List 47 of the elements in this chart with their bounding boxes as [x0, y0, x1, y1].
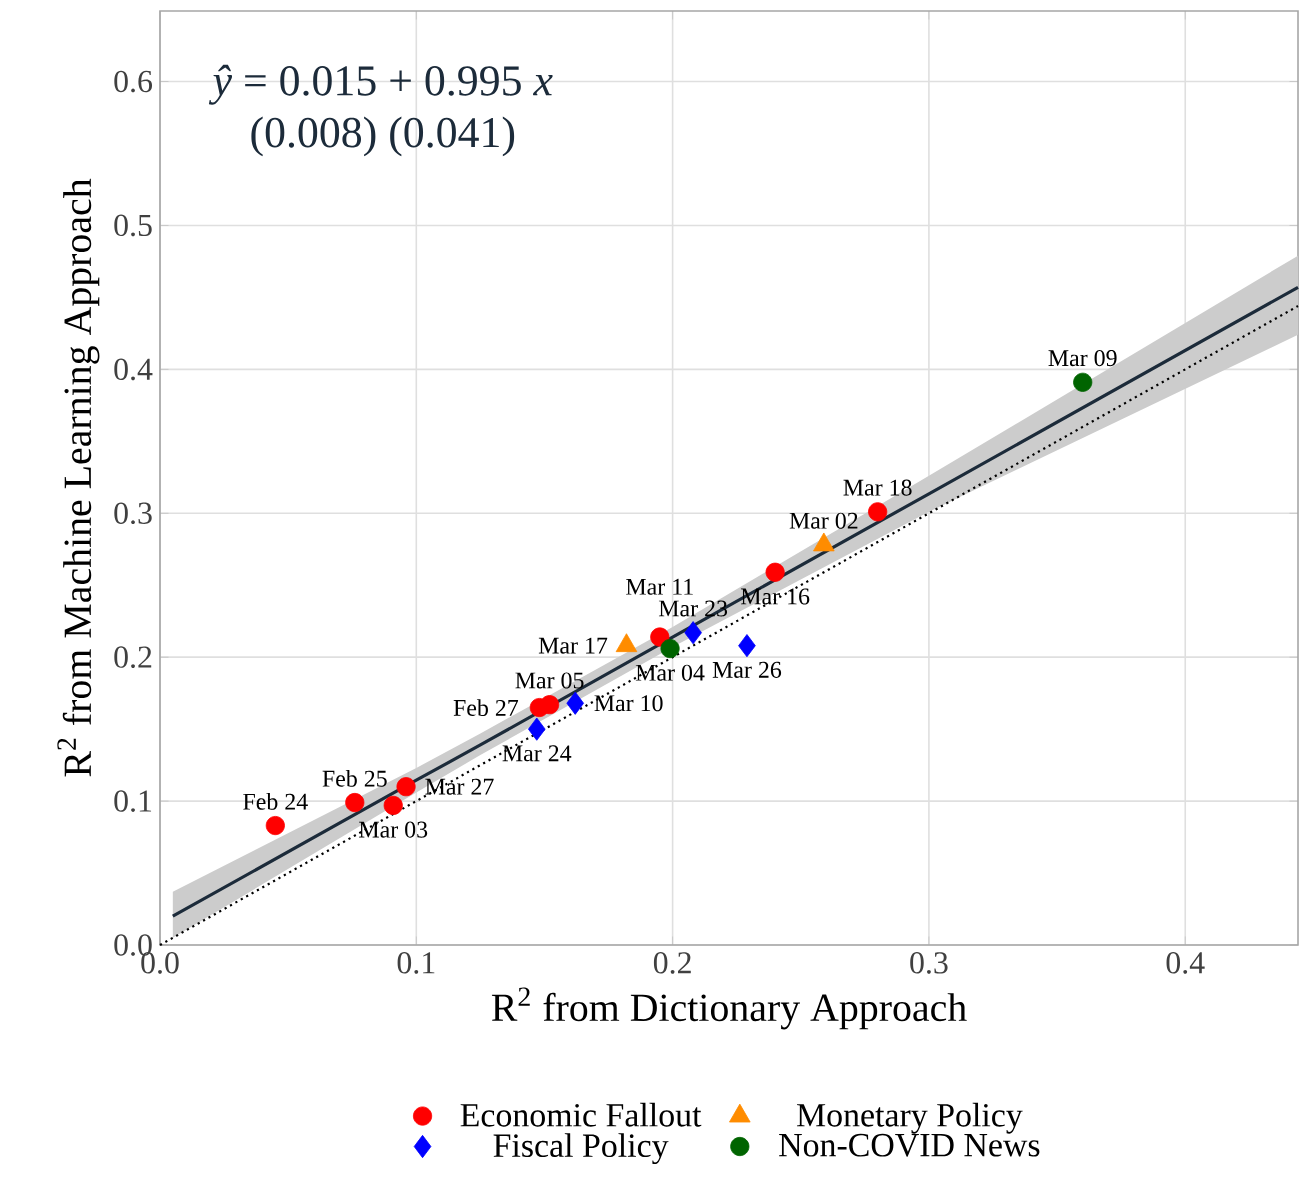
x-tick-label: 0.3 [910, 952, 948, 974]
annotation: Mar 09 [1048, 350, 1117, 367]
annotation: Mar 02 [789, 512, 858, 529]
point [738, 634, 756, 658]
annotation: Mar 26 [712, 661, 782, 678]
y-tick-label: 0.4 [114, 358, 153, 381]
annotation: Mar 05 [515, 672, 584, 689]
x-tick-label: 0.2 [653, 952, 691, 974]
point [1073, 372, 1093, 392]
annotation: ŷ = 0.015 + 0.995 x [208, 64, 553, 105]
annotation: Feb 27 [453, 699, 519, 716]
y-tick-label: 0.2 [114, 646, 152, 668]
legend-label: Monetary Policy [796, 1102, 1023, 1134]
legend-label: Non-COVID News [779, 1133, 1040, 1157]
y-tick-label: 0.1 [114, 790, 152, 812]
annotation: Mar 03 [359, 821, 428, 838]
y-tick-label: 0.3 [114, 502, 152, 525]
point [684, 621, 702, 645]
point [265, 815, 285, 836]
annotation: Mar 11 [626, 578, 693, 595]
point [540, 695, 560, 715]
point [528, 717, 546, 741]
point [868, 502, 888, 522]
point [396, 777, 416, 797]
annotation: Mar 27 [425, 778, 494, 795]
legend-label: Economic Fallout [460, 1102, 702, 1127]
y-axis-title: R$^{2}$ from Machine Learning Approach [57, 178, 100, 777]
point [660, 638, 680, 659]
annotation: (0.008) (0.041) [251, 116, 515, 157]
annotation: Mar 17 [538, 637, 608, 654]
annotation: Feb 24 [243, 792, 308, 810]
annotation: Feb 25 [322, 769, 387, 787]
x-tick-label: 0.4 [1166, 952, 1205, 974]
point [765, 562, 785, 582]
annotation: Mar 04 [635, 664, 705, 681]
point [345, 792, 365, 813]
x-axis-title: R$^{2}$ from Dictionary Approach [491, 987, 967, 1030]
x-tick-label: 0.1 [397, 952, 435, 974]
annotation: Mar 18 [843, 479, 912, 496]
y-tick-label: 0.6 [114, 70, 153, 93]
y-tick-label: 0.5 [114, 214, 152, 237]
legend-label: Fiscal Policy [493, 1133, 669, 1165]
point [383, 795, 403, 815]
annotation: Mar 24 [502, 745, 572, 762]
annotation: Mar 10 [594, 695, 663, 712]
point [566, 691, 584, 715]
point [650, 627, 670, 647]
